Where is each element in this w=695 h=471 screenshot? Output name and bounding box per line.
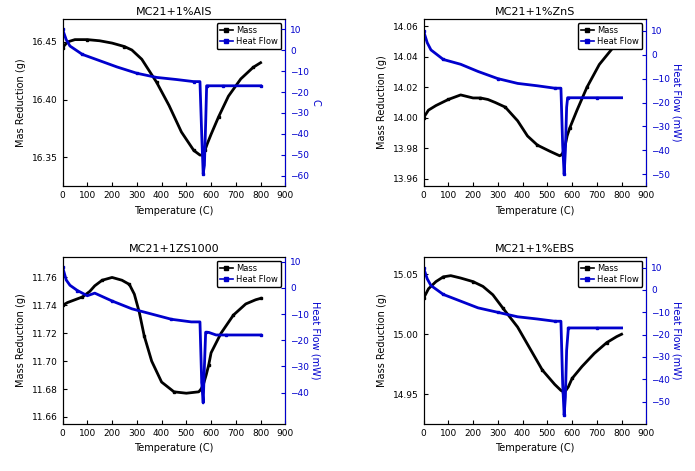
Y-axis label: Mass Reduction (g): Mass Reduction (g) bbox=[16, 293, 26, 387]
X-axis label: Temperature (C): Temperature (C) bbox=[134, 443, 213, 453]
Y-axis label: Heat Flow (mW): Heat Flow (mW) bbox=[671, 301, 681, 380]
Y-axis label: Heat Flow (mW): Heat Flow (mW) bbox=[671, 63, 681, 142]
Y-axis label: C: C bbox=[311, 99, 320, 106]
X-axis label: Temperature (C): Temperature (C) bbox=[496, 206, 575, 216]
Legend: Mass, Heat Flow: Mass, Heat Flow bbox=[578, 260, 642, 287]
Legend: Mass, Heat Flow: Mass, Heat Flow bbox=[578, 23, 642, 49]
X-axis label: Temperature (C): Temperature (C) bbox=[496, 443, 575, 453]
Y-axis label: Mass Reduction (g): Mass Reduction (g) bbox=[377, 293, 387, 387]
Title: MC21+1ZS1000: MC21+1ZS1000 bbox=[129, 244, 220, 254]
Y-axis label: Heat Flow (mW): Heat Flow (mW) bbox=[311, 301, 320, 380]
Title: MC21+1%AIS: MC21+1%AIS bbox=[136, 7, 212, 16]
X-axis label: Temperature (C): Temperature (C) bbox=[134, 206, 213, 216]
Y-axis label: Mas Reduction (g): Mas Reduction (g) bbox=[16, 58, 26, 147]
Title: MC21+1%ZnS: MC21+1%ZnS bbox=[495, 7, 575, 16]
Y-axis label: Mass Reduction (g): Mass Reduction (g) bbox=[377, 56, 387, 149]
Legend: Mass, Heat Flow: Mass, Heat Flow bbox=[217, 260, 281, 287]
Legend: Mass, Heat Flow: Mass, Heat Flow bbox=[217, 23, 281, 49]
Title: MC21+1%EBS: MC21+1%EBS bbox=[495, 244, 575, 254]
